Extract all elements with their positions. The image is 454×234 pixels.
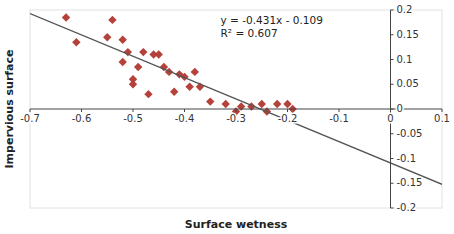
scatter-point — [155, 50, 163, 58]
scatter-point — [170, 87, 178, 95]
scatter-point — [273, 100, 281, 108]
scatter-point — [119, 36, 127, 44]
y-tick-label: 0 — [397, 103, 403, 114]
y-tick — [391, 109, 394, 110]
y-axis-title: Impervious surface — [3, 49, 16, 168]
y-tick-label: 0.2 — [397, 4, 413, 15]
y-tick — [391, 34, 394, 35]
y-tick-label: -0.05 — [397, 128, 423, 139]
x-tick — [287, 109, 288, 112]
y-tick — [391, 59, 394, 60]
x-tick-label: -0.5 — [123, 113, 143, 124]
scatter-point — [72, 38, 80, 46]
x-tick-label: -0.7 — [20, 113, 40, 124]
x-tick — [184, 109, 185, 112]
scatter-point — [103, 33, 111, 41]
y-tick — [391, 183, 394, 184]
scatter-point — [191, 68, 199, 76]
annotation: y = -0.431x - 0.109 — [221, 14, 323, 26]
y-tick-label: 0.05 — [397, 78, 419, 89]
y-tick — [391, 84, 394, 85]
x-tick — [339, 109, 340, 112]
scatter-point — [283, 100, 291, 108]
scatter-point — [185, 83, 193, 91]
x-tick-label: -0.6 — [72, 113, 92, 124]
scatter-point — [139, 48, 147, 56]
y-tick-label: -0.2 — [397, 202, 417, 213]
y-tick-label: 0.1 — [397, 54, 413, 65]
scatter-point — [144, 90, 152, 98]
y-tick-label: -0.15 — [397, 177, 423, 188]
scatter-point — [129, 75, 137, 83]
scatter-point — [134, 63, 142, 71]
scatter-point — [206, 97, 214, 105]
x-tick-label: -0.1 — [329, 113, 349, 124]
trend-line — [30, 14, 442, 185]
x-tick-label: 0.1 — [434, 113, 450, 124]
y-tick — [391, 10, 394, 11]
chart: -0.7 -0.6 -0.5 -0.4 -0.3 -0.2 -0.1 0 0.1 -0.2 -0.1… — [0, 0, 454, 234]
y-tick — [391, 133, 394, 134]
scatter-point — [222, 100, 230, 108]
x-tick — [133, 109, 134, 112]
scatter-point — [258, 100, 266, 108]
x-tick — [442, 109, 443, 112]
plot-frame — [30, 10, 442, 208]
scatter-point — [62, 13, 70, 21]
y-tick-label: 0.15 — [397, 29, 419, 40]
marks — [30, 13, 442, 184]
x-tick — [236, 109, 237, 112]
x-axis-title: Surface wetness — [185, 218, 288, 231]
x-tick-label: 0 — [387, 113, 393, 124]
y-tick — [391, 158, 394, 159]
scatter-point — [119, 58, 127, 66]
x-tick — [81, 109, 82, 112]
x-tick-label: -0.2 — [278, 113, 298, 124]
y-tick — [391, 208, 394, 209]
annotation: R² = 0.607 — [221, 27, 278, 39]
scatter-point — [108, 16, 116, 24]
x-tick — [30, 109, 31, 112]
y-tick-label: -0.1 — [397, 153, 417, 164]
x-tick-label: -0.4 — [175, 113, 195, 124]
x-tick-label: -0.3 — [226, 113, 246, 124]
